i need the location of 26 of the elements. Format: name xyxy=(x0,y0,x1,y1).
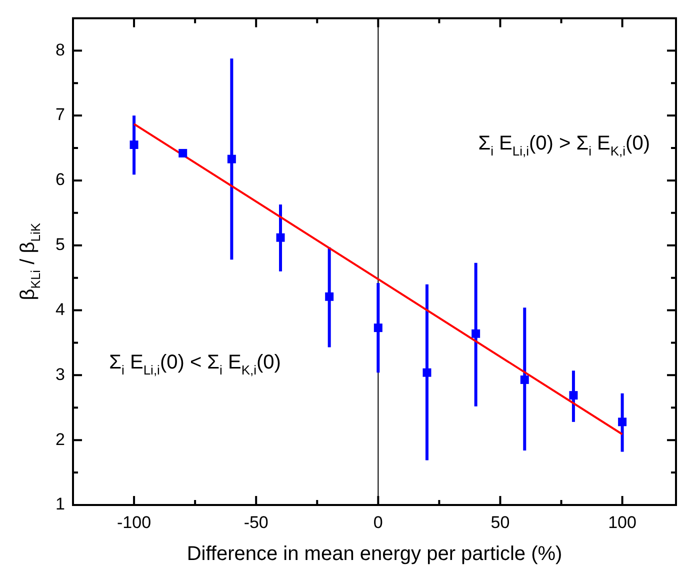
y-tick-label: 1 xyxy=(56,494,65,514)
point xyxy=(569,391,578,400)
y-axis-title: βKLi / βLiK xyxy=(17,222,43,300)
point xyxy=(130,140,138,150)
y-tick-label: 4 xyxy=(56,300,65,319)
y-tick-label: 3 xyxy=(56,364,65,384)
y-tick-label: 7 xyxy=(56,105,65,124)
x-tick-label: -100 xyxy=(117,512,152,532)
point xyxy=(178,148,188,158)
point xyxy=(618,418,627,426)
y-tick-label: 8 xyxy=(56,40,65,60)
y-tick-label: 6 xyxy=(56,170,65,190)
x-axis-title: Difference in mean energy per particle (%) xyxy=(186,543,562,565)
point xyxy=(422,368,432,377)
point xyxy=(374,324,382,332)
point xyxy=(276,233,285,242)
x-tick-label: 50 xyxy=(490,512,510,532)
point xyxy=(520,375,529,384)
y-tick-label: 5 xyxy=(56,235,65,254)
point xyxy=(227,154,236,164)
point xyxy=(472,329,480,338)
point xyxy=(325,292,334,301)
x-tick-label: 100 xyxy=(608,512,636,532)
x-tick-label: -50 xyxy=(244,512,268,532)
x-tick-label: 0 xyxy=(373,512,383,532)
y-tick-label: 2 xyxy=(56,430,65,449)
